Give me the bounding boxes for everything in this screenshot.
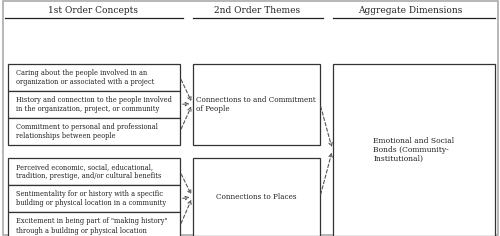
FancyBboxPatch shape bbox=[332, 64, 495, 236]
Text: History and connection to the people involved
in the organization, project, or c: History and connection to the people inv… bbox=[16, 96, 172, 113]
FancyBboxPatch shape bbox=[8, 91, 180, 118]
Text: Commitment to personal and professional
relationships between people: Commitment to personal and professional … bbox=[16, 123, 158, 140]
Text: Perceived economic, social, educational,
tradition, prestige, and/or cultural be: Perceived economic, social, educational,… bbox=[16, 163, 162, 180]
Text: Connections to Places: Connections to Places bbox=[216, 193, 296, 201]
Text: Connections to and Commitment
of People: Connections to and Commitment of People bbox=[196, 96, 316, 113]
FancyBboxPatch shape bbox=[8, 212, 180, 236]
FancyBboxPatch shape bbox=[8, 118, 180, 145]
Text: 1st Order Concepts: 1st Order Concepts bbox=[48, 6, 138, 15]
FancyBboxPatch shape bbox=[8, 158, 180, 185]
Text: Aggregate Dimensions: Aggregate Dimensions bbox=[358, 6, 462, 15]
Text: Emotional and Social
Bonds (Community-
Institutional): Emotional and Social Bonds (Community- I… bbox=[373, 137, 454, 163]
FancyBboxPatch shape bbox=[8, 185, 180, 212]
Text: Caring about the people involved in an
organization or associated with a project: Caring about the people involved in an o… bbox=[16, 69, 154, 86]
FancyBboxPatch shape bbox=[192, 158, 320, 236]
Text: Sentimentality for or history with a specific
building or physical location in a: Sentimentality for or history with a spe… bbox=[16, 190, 166, 207]
Text: 2nd Order Themes: 2nd Order Themes bbox=[214, 6, 300, 15]
FancyBboxPatch shape bbox=[192, 64, 320, 145]
FancyBboxPatch shape bbox=[8, 64, 180, 91]
Text: Excitement in being part of "making history"
through a building or physical loca: Excitement in being part of "making hist… bbox=[16, 217, 168, 235]
